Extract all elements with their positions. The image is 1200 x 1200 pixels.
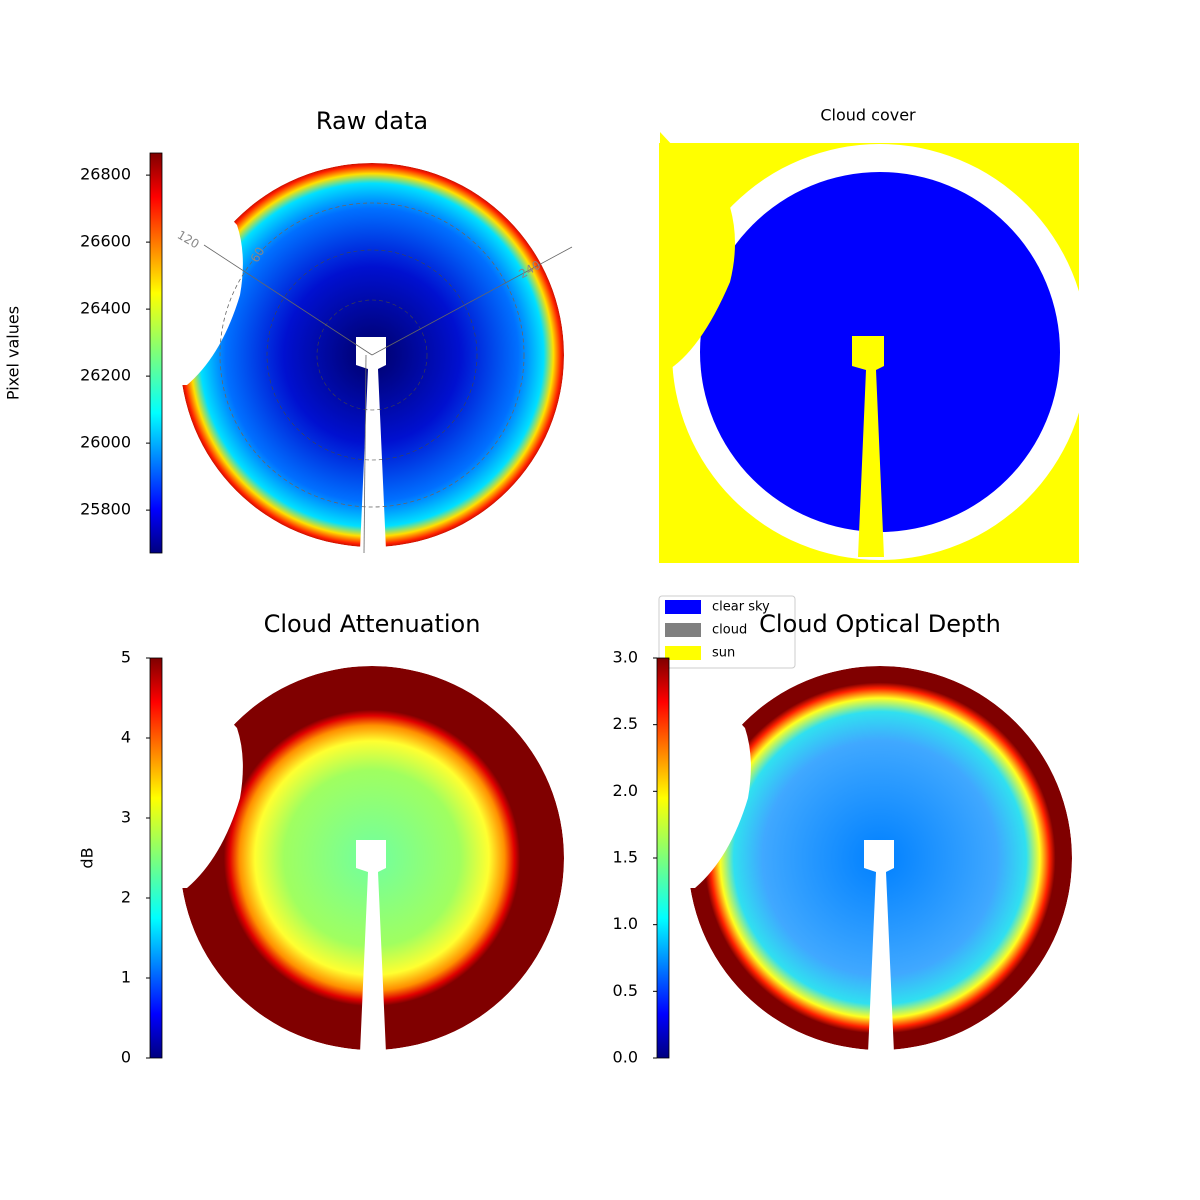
y-axis-label: dB — [78, 847, 97, 868]
y-tick-label: 26000 — [80, 433, 131, 452]
y-axis-label: Pixel values — [4, 306, 23, 400]
chart-title: Cloud Optical Depth — [759, 610, 1001, 638]
legend-label: cloud — [712, 623, 747, 638]
chart-title: Cloud Attenuation — [264, 610, 481, 638]
legend-label: clear sky — [712, 600, 770, 615]
y-tick-label: 26200 — [80, 366, 131, 385]
colorbar — [149, 657, 163, 1059]
y-tick-label: 26800 — [80, 165, 131, 184]
cloud-cover-image — [659, 132, 1088, 563]
annotation: 60 — [248, 245, 268, 265]
raw-image — [172, 155, 573, 554]
y-tick-label: 3.0 — [613, 648, 638, 667]
y-tick-label: 3 — [121, 808, 131, 827]
colorbar — [656, 657, 670, 1059]
chart-title: Cloud cover — [820, 106, 916, 125]
y-tick-label: 26400 — [80, 299, 131, 318]
optical-depth-image — [680, 658, 1072, 1053]
y-tick-label: 2.5 — [613, 714, 638, 733]
y-tick-label: 25800 — [80, 500, 131, 519]
legend-swatch — [665, 623, 701, 637]
legend-swatch — [665, 646, 701, 660]
y-tick-label: 26600 — [80, 232, 131, 251]
y-tick-label: 2.0 — [613, 781, 638, 800]
y-tick-label: 0.0 — [613, 1048, 638, 1067]
y-tick-label: 0.5 — [613, 981, 638, 1000]
y-tick-label: 1.0 — [613, 914, 638, 933]
y-tick-label: 0 — [121, 1048, 131, 1067]
y-tick-label: 1 — [121, 968, 131, 987]
legend-label: sun — [712, 646, 735, 661]
colorbar — [149, 152, 163, 554]
attenuation-image — [172, 658, 564, 1053]
y-tick-label: 5 — [121, 648, 131, 667]
y-tick-label: 2 — [121, 888, 131, 907]
legend-swatch — [665, 600, 701, 614]
y-tick-label: 1.5 — [613, 848, 638, 867]
chart-title: Raw data — [316, 107, 428, 135]
y-tick-label: 4 — [121, 728, 131, 747]
